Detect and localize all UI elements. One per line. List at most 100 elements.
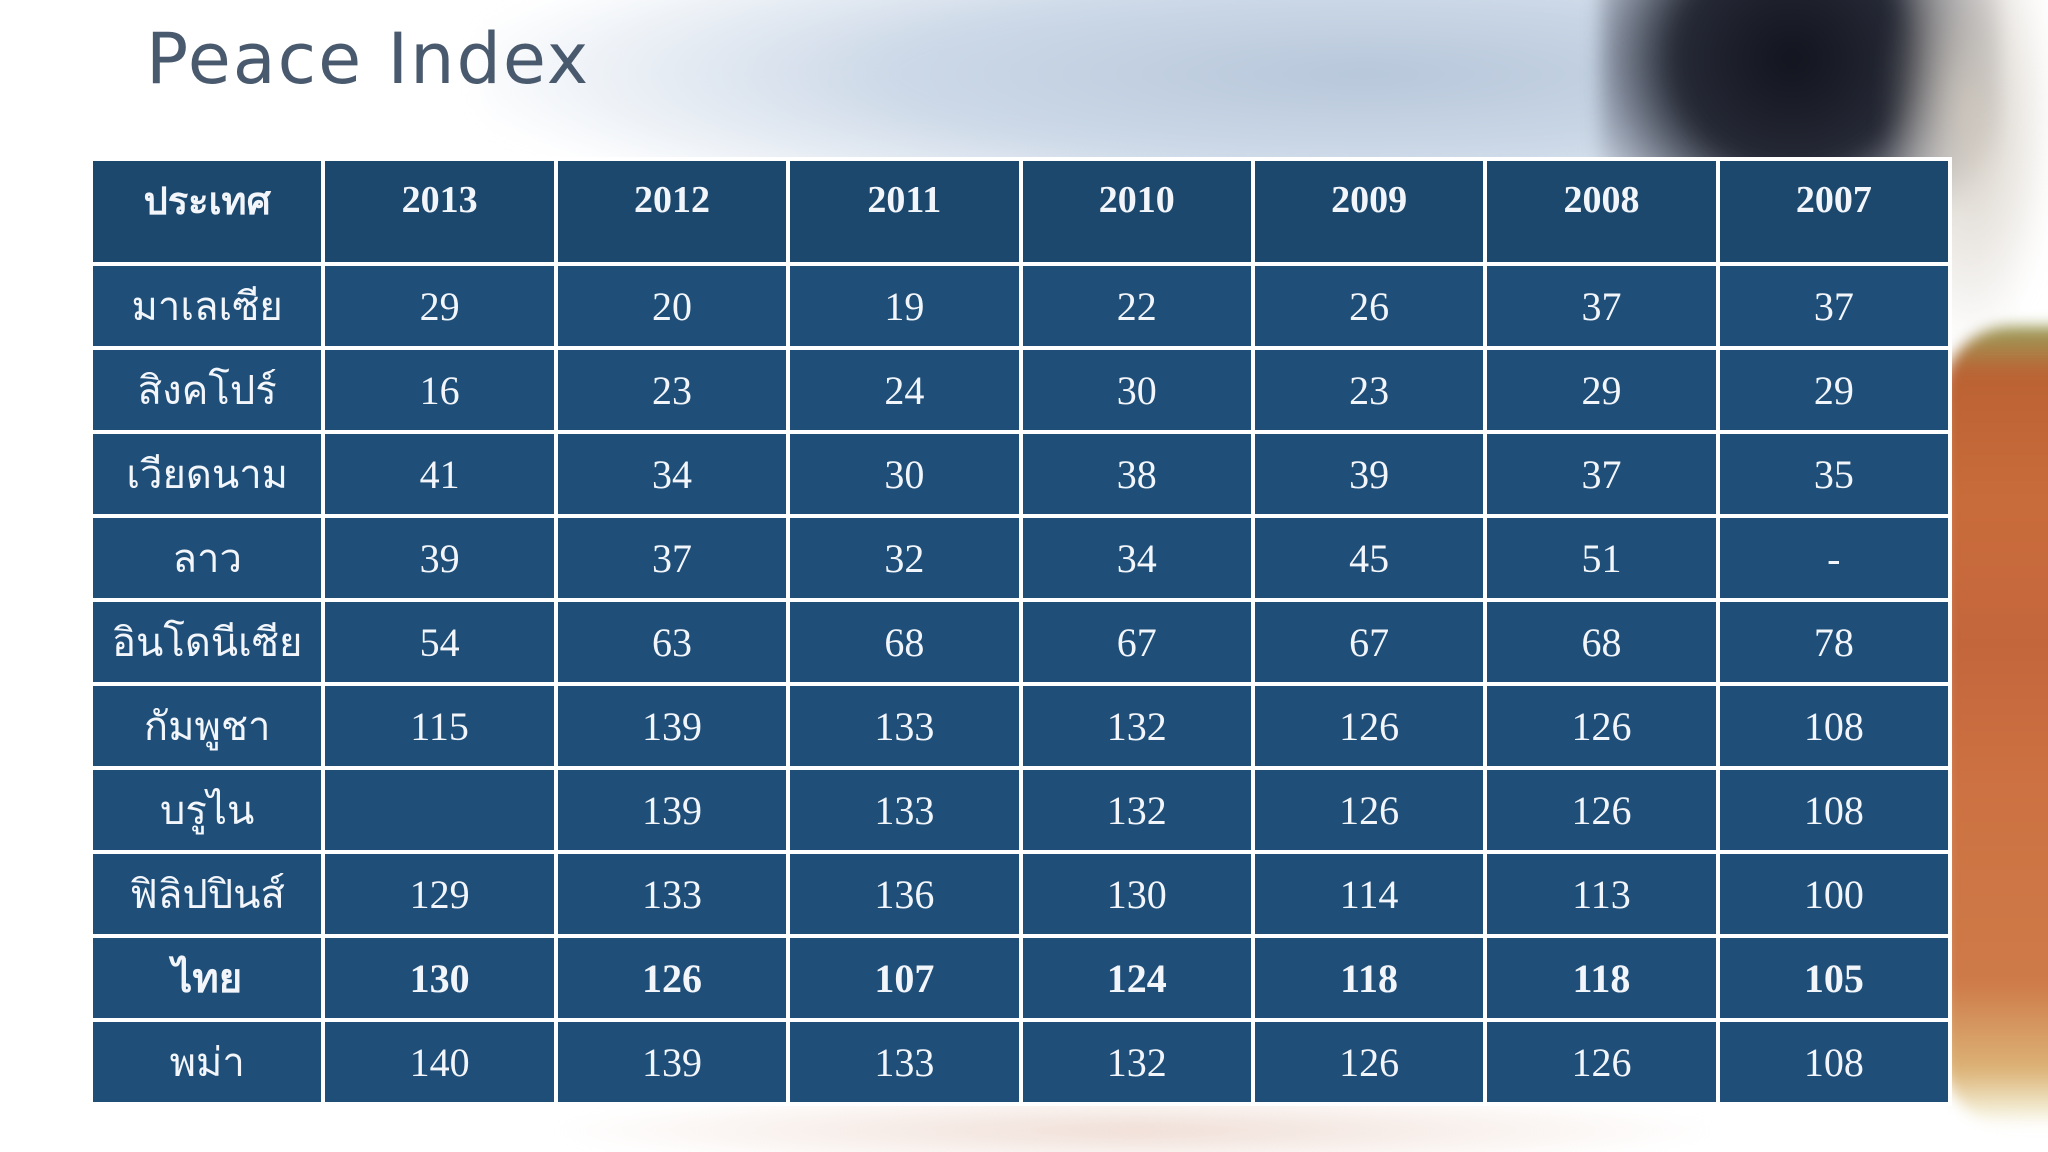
value-cell: 118 — [1250, 934, 1488, 1022]
value-cell: 32 — [786, 514, 1023, 602]
value-cell: 19 — [786, 262, 1023, 350]
table-row: บรูไน 139 133 132 126 126 108 — [88, 766, 1953, 854]
table-row: ไทย 130 126 107 124 118 118 105 — [88, 934, 1953, 1022]
value-cell: 23 — [553, 346, 791, 434]
value-cell: 68 — [1483, 598, 1720, 686]
value-cell: 132 — [1018, 682, 1255, 770]
value-cell: 63 — [553, 598, 791, 686]
table-row: ลาว 39 37 32 34 45 51 - — [88, 514, 1953, 602]
value-cell: 39 — [321, 514, 558, 602]
value-cell: 132 — [1018, 1018, 1255, 1106]
table-row: อินโดนีเซีย 54 63 68 67 67 68 78 — [88, 598, 1953, 686]
value-cell: 23 — [1250, 346, 1488, 434]
value-cell: 24 — [786, 346, 1023, 434]
value-cell: 139 — [553, 682, 791, 770]
col-header-2013: 2013 — [321, 157, 558, 266]
value-cell: - — [1715, 514, 1953, 602]
value-cell: 118 — [1483, 934, 1720, 1022]
country-cell: ลาว — [88, 514, 326, 602]
col-header-2009: 2009 — [1250, 157, 1488, 266]
value-cell: 78 — [1715, 598, 1953, 686]
value-cell: 126 — [1483, 766, 1720, 854]
country-cell: อินโดนีเซีย — [88, 598, 326, 686]
col-header-country: ประเทศ — [88, 157, 326, 266]
value-cell: 37 — [1715, 262, 1953, 350]
value-cell: 34 — [1018, 514, 1255, 602]
col-header-2011: 2011 — [786, 157, 1023, 266]
table-row: พม่า 140 139 133 132 126 126 108 — [88, 1018, 1953, 1106]
col-header-2012: 2012 — [553, 157, 791, 266]
value-cell: 51 — [1483, 514, 1720, 602]
value-cell: 67 — [1018, 598, 1255, 686]
value-cell: 115 — [321, 682, 558, 770]
table-row: เวียดนาม 41 34 30 38 39 37 35 — [88, 430, 1953, 518]
value-cell: 68 — [786, 598, 1023, 686]
value-cell — [321, 766, 558, 854]
value-cell: 38 — [1018, 430, 1255, 518]
value-cell: 108 — [1715, 766, 1953, 854]
page-title: Peace Index — [146, 18, 591, 100]
country-cell: ไทย — [88, 934, 326, 1022]
value-cell: 37 — [1483, 262, 1720, 350]
value-cell: 45 — [1250, 514, 1488, 602]
country-cell: ฟิลิปปินส์ — [88, 850, 326, 938]
value-cell: 133 — [786, 682, 1023, 770]
value-cell: 108 — [1715, 1018, 1953, 1106]
value-cell: 29 — [1715, 346, 1953, 434]
value-cell: 133 — [786, 1018, 1023, 1106]
value-cell: 54 — [321, 598, 558, 686]
country-cell: กัมพูชา — [88, 682, 326, 770]
value-cell: 37 — [1483, 430, 1720, 518]
value-cell: 129 — [321, 850, 558, 938]
value-cell: 20 — [553, 262, 791, 350]
value-cell: 29 — [321, 262, 558, 350]
value-cell: 140 — [321, 1018, 558, 1106]
value-cell: 126 — [1250, 766, 1488, 854]
value-cell: 126 — [1483, 682, 1720, 770]
country-cell: พม่า — [88, 1018, 326, 1106]
country-cell: สิงคโปร์ — [88, 346, 326, 434]
value-cell: 114 — [1250, 850, 1488, 938]
table-row: ฟิลิปปินส์ 129 133 136 130 114 113 100 — [88, 850, 1953, 938]
value-cell: 39 — [1250, 430, 1488, 518]
value-cell: 100 — [1715, 850, 1953, 938]
table-row: มาเลเซีย 29 20 19 22 26 37 37 — [88, 262, 1953, 350]
value-cell: 133 — [786, 766, 1023, 854]
value-cell: 16 — [321, 346, 558, 434]
value-cell: 34 — [553, 430, 791, 518]
value-cell: 30 — [786, 430, 1023, 518]
table-row: สิงคโปร์ 16 23 24 30 23 29 29 — [88, 346, 1953, 434]
col-header-2007: 2007 — [1715, 157, 1953, 266]
country-cell: เวียดนาม — [88, 430, 326, 518]
value-cell: 67 — [1250, 598, 1488, 686]
value-cell: 126 — [1483, 1018, 1720, 1106]
value-cell: 22 — [1018, 262, 1255, 350]
value-cell: 132 — [1018, 766, 1255, 854]
value-cell: 26 — [1250, 262, 1488, 350]
value-cell: 113 — [1483, 850, 1720, 938]
table-row: กัมพูชา 115 139 133 132 126 126 108 — [88, 682, 1953, 770]
value-cell: 136 — [786, 850, 1023, 938]
value-cell: 108 — [1715, 682, 1953, 770]
value-cell: 105 — [1715, 934, 1953, 1022]
value-cell: 37 — [553, 514, 791, 602]
country-cell: บรูไน — [88, 766, 326, 854]
value-cell: 126 — [1250, 1018, 1488, 1106]
peace-index-table: ประเทศ 2013 2012 2011 2010 2009 2008 200… — [88, 157, 1953, 1106]
value-cell: 139 — [553, 766, 791, 854]
value-cell: 130 — [1018, 850, 1255, 938]
background-orange-blob — [1942, 326, 2048, 1126]
col-header-2010: 2010 — [1018, 157, 1255, 266]
country-cell: มาเลเซีย — [88, 262, 326, 350]
value-cell: 133 — [553, 850, 791, 938]
value-cell: 41 — [321, 430, 558, 518]
value-cell: 126 — [1250, 682, 1488, 770]
value-cell: 107 — [786, 934, 1023, 1022]
value-cell: 35 — [1715, 430, 1953, 518]
value-cell: 126 — [553, 934, 791, 1022]
value-cell: 124 — [1018, 934, 1255, 1022]
col-header-2008: 2008 — [1483, 157, 1720, 266]
value-cell: 130 — [321, 934, 558, 1022]
value-cell: 30 — [1018, 346, 1255, 434]
